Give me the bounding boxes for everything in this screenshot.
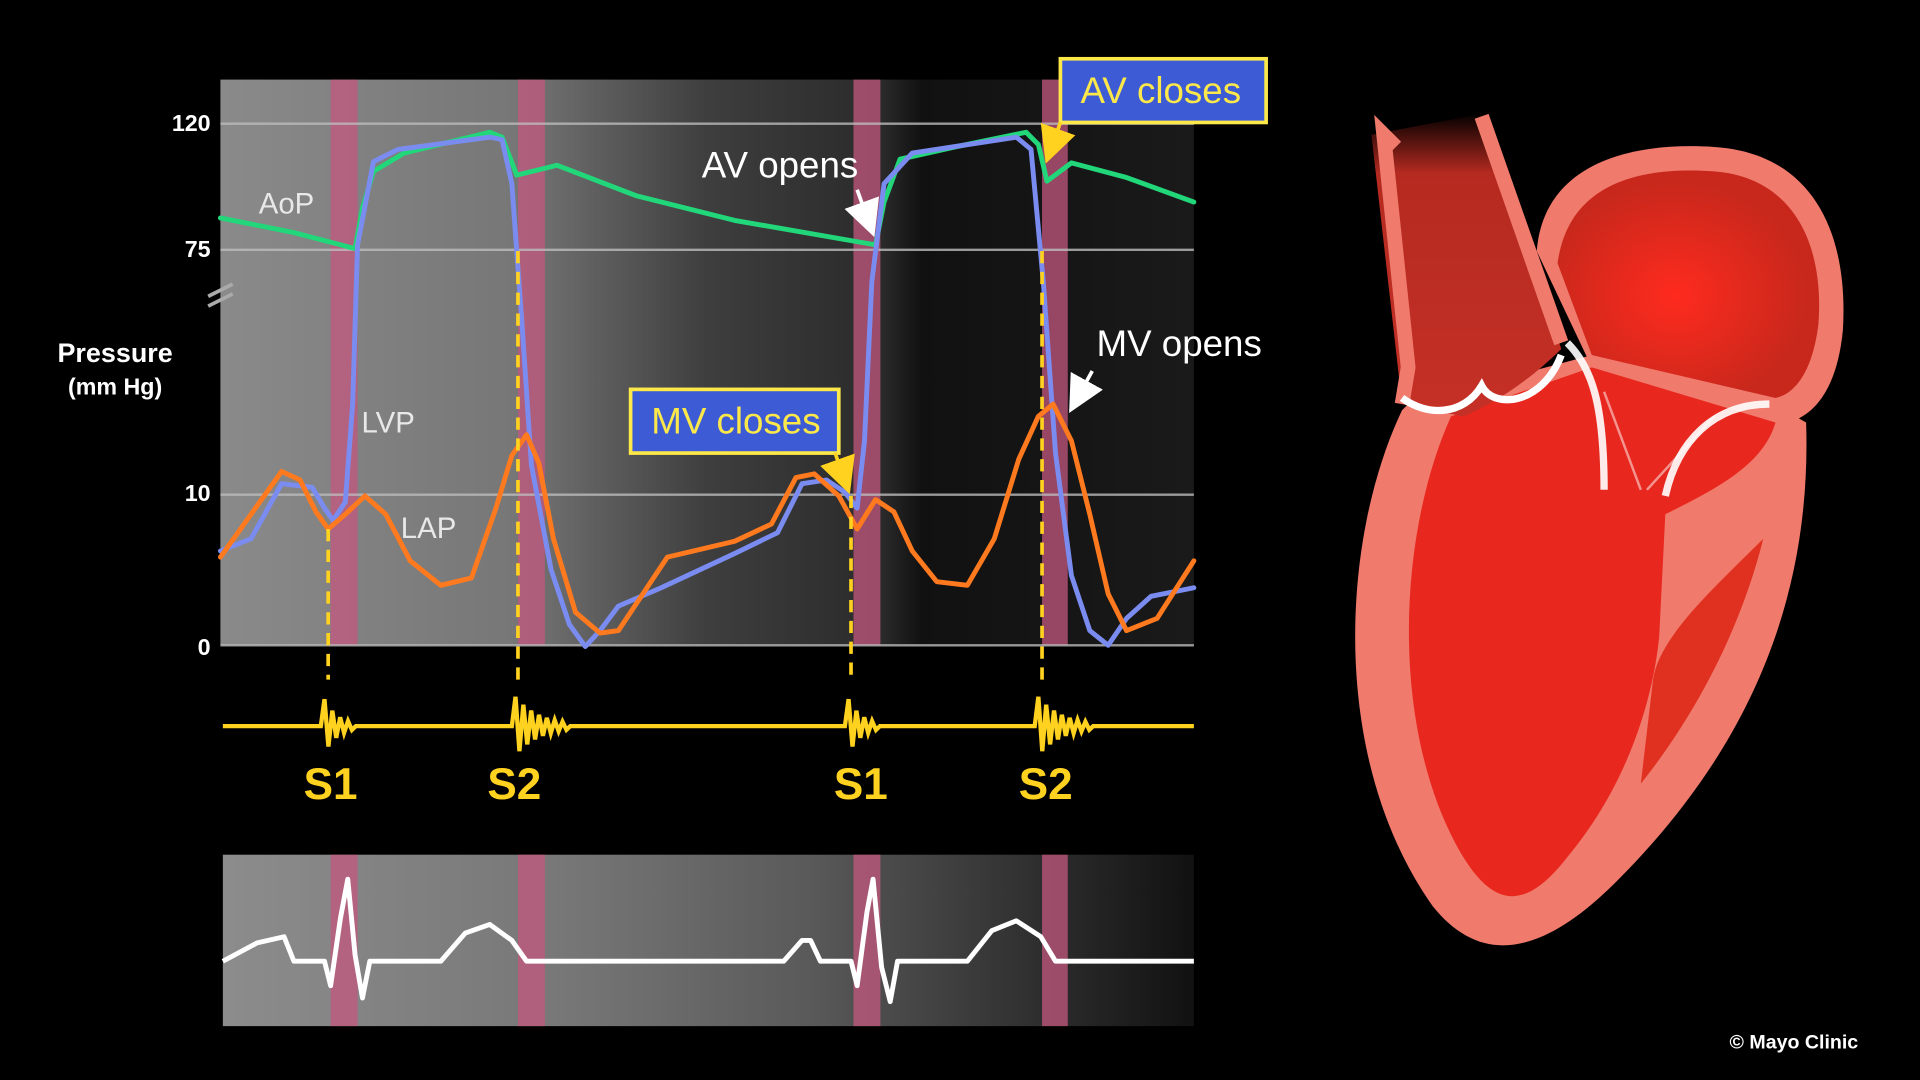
copyright: © Mayo Clinic (1730, 1031, 1859, 1053)
annotation-arrow (1069, 370, 1103, 413)
annotation-arrow (1040, 121, 1076, 164)
axis-break (207, 282, 234, 308)
y-tick-label: 10 (185, 480, 211, 506)
ecg-trace (221, 876, 1194, 1005)
heart-sound-label: S2 (487, 760, 541, 809)
lap-curve (217, 401, 1197, 636)
annotation: AV opens (702, 144, 859, 185)
y-tick-label: 120 (172, 110, 211, 136)
annotation-arrow (820, 452, 855, 495)
curve-label: LVP (361, 407, 414, 440)
y-axis-label: Pressure (57, 338, 172, 368)
annotation-box (628, 387, 841, 455)
y-tick-label: 75 (185, 236, 211, 262)
event-lines (326, 251, 1044, 680)
annotation: AV closes (1081, 70, 1242, 111)
heart-sound-label: S2 (1019, 760, 1073, 809)
annotation-box (1058, 56, 1268, 125)
curve-label: AoP (259, 187, 315, 220)
curve-label: LAP (401, 512, 457, 545)
heart-illustration (1355, 112, 1844, 946)
annotation: MV opens (1097, 323, 1262, 364)
heart-sound-label: S1 (834, 760, 888, 809)
grid (220, 122, 1194, 647)
phonocardiogram (222, 696, 1194, 752)
annotation-arrow (844, 189, 880, 238)
y-axis-unit: (mm Hg) (68, 373, 162, 399)
annotation: MV closes (651, 400, 820, 441)
heart-sound-label: S1 (304, 760, 358, 809)
ecg-panel (222, 854, 1194, 1027)
y-tick-label: 0 (198, 634, 211, 660)
